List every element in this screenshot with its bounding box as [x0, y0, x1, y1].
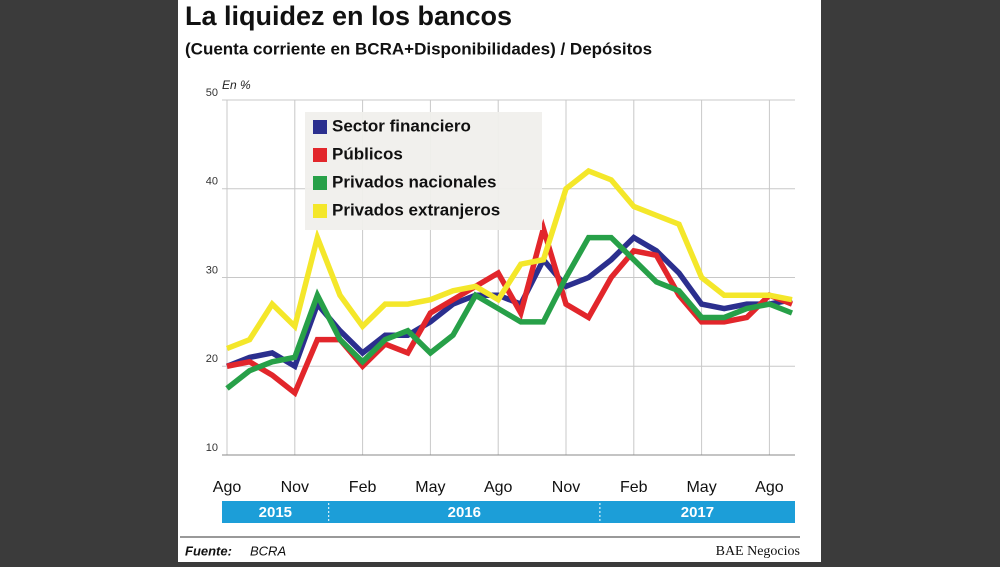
chart-subtitle: (Cuenta corriente en BCRA+Disponibilidad… [185, 39, 652, 58]
y-axis-label: En % [222, 78, 251, 92]
legend-swatch [313, 120, 327, 134]
source: BCRA [250, 543, 286, 558]
x-tick-label: May [415, 479, 445, 496]
legend-label: Sector financiero [332, 116, 471, 135]
legend-label: Privados nacionales [332, 172, 496, 191]
year-label: 2015 [259, 504, 292, 521]
year-label: 2016 [448, 504, 481, 521]
y-tick-label: 30 [206, 264, 218, 276]
x-tick-label: May [686, 479, 716, 496]
x-tick-label: Feb [620, 479, 648, 496]
y-tick-label: 40 [206, 176, 218, 188]
x-tick-label: Ago [755, 479, 784, 496]
year-label: 2017 [681, 504, 714, 521]
source-label: Fuente: [185, 543, 232, 558]
y-tick-label: 50 [206, 87, 218, 99]
x-tick-label: Nov [552, 479, 580, 496]
series-line [225, 167, 793, 352]
x-tick-label: Feb [349, 479, 377, 496]
legend-swatch [313, 204, 327, 218]
x-tick-label: Nov [281, 479, 309, 496]
chart-title: La liquidez en los bancos [185, 1, 512, 31]
legend-label: Privados extranjeros [332, 200, 500, 219]
legend-box [305, 112, 542, 230]
series-line [226, 218, 794, 398]
legend-swatch [313, 148, 327, 162]
legend-swatch [313, 176, 327, 190]
legend-label: Públicos [332, 144, 403, 163]
year-band [222, 501, 795, 523]
y-tick-label: 20 [206, 353, 218, 365]
series-line [225, 234, 794, 391]
credit: BAE Negocios [716, 544, 800, 559]
x-tick-label: Ago [484, 479, 513, 496]
y-tick-label: 10 [206, 442, 218, 454]
x-tick-label: Ago [213, 479, 242, 496]
